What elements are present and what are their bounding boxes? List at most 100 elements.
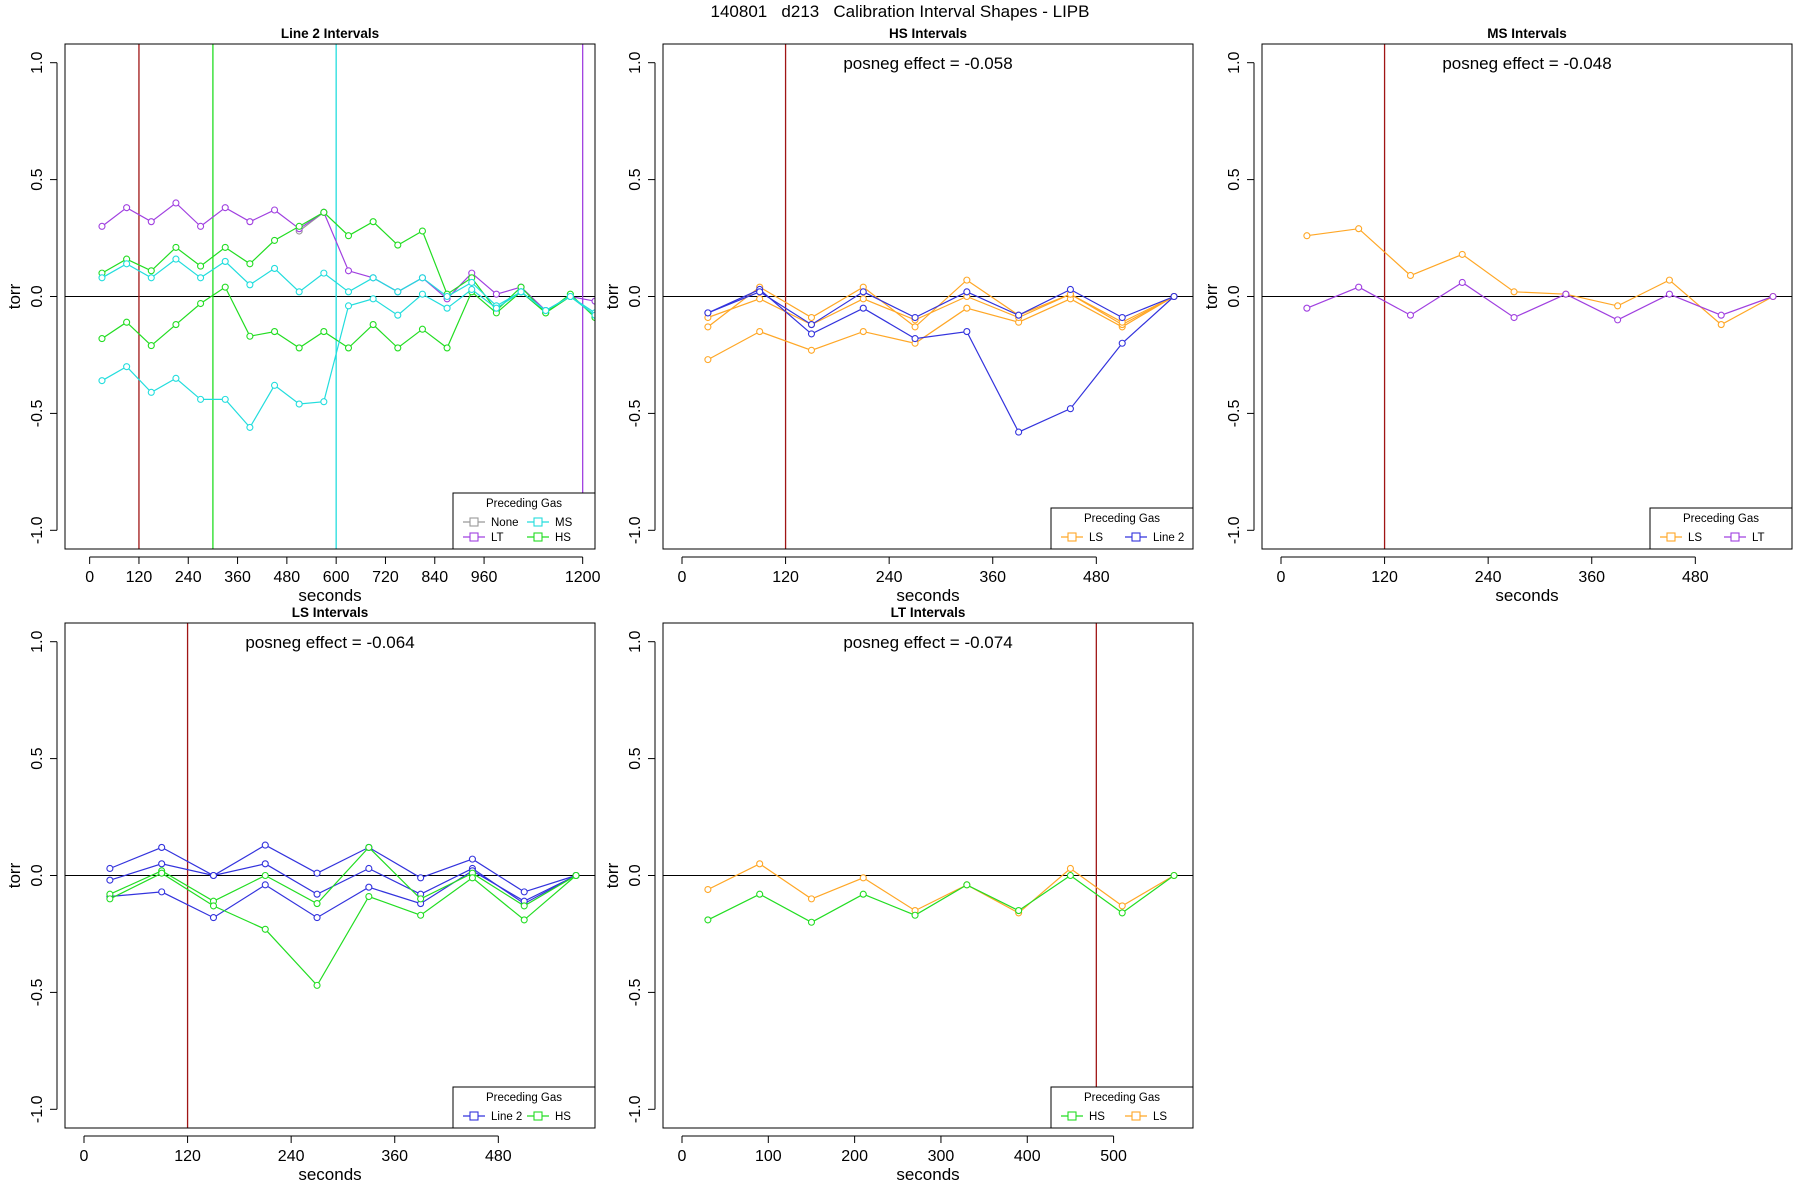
- data-point: [704, 323, 712, 331]
- y-axis: -1.0 -0.5 0.0 0.5 1.0 torr: [5, 630, 58, 1123]
- x-tick-label: 360: [224, 569, 251, 586]
- series-line: [707, 288, 1175, 433]
- data-point: [209, 914, 218, 922]
- data-point: [1118, 902, 1126, 910]
- panel-title: LT Intervals: [891, 605, 966, 620]
- y-tick-label: -1.0: [627, 516, 644, 544]
- y-tick-label: -1.0: [29, 516, 46, 544]
- y-tick-label: 1.0: [1226, 51, 1243, 73]
- data-point: [704, 309, 712, 317]
- x-tick-label: 500: [1100, 1148, 1127, 1165]
- legend-title: Preceding Gas: [486, 1092, 562, 1104]
- data-point: [221, 283, 229, 291]
- data-point: [313, 914, 321, 922]
- legend-entry: LS: [1125, 1111, 1167, 1123]
- data-point: [209, 902, 218, 910]
- legend-swatch-marker: [533, 1111, 543, 1121]
- posneg-annotation: posneg effect = -0.074: [843, 633, 1012, 652]
- series-line: [101, 211, 595, 316]
- y-tick-label: 0.5: [627, 747, 644, 769]
- data-point: [295, 400, 303, 408]
- x-tick-label: 480: [274, 569, 301, 586]
- data-point: [221, 204, 229, 212]
- data-point: [344, 288, 353, 296]
- y-tick-label: -0.5: [29, 400, 46, 428]
- data-point: [492, 304, 500, 312]
- posneg-annotation: posneg effect = -0.058: [843, 54, 1012, 73]
- y-tick-label: 0.0: [29, 285, 46, 307]
- data-point: [270, 206, 279, 214]
- x-axis-label: seconds: [298, 586, 361, 605]
- data-point: [859, 295, 867, 303]
- plot-area: [65, 44, 595, 549]
- legend-entry: MS: [527, 517, 573, 529]
- data-point: [98, 377, 106, 385]
- data-point: [1510, 288, 1518, 296]
- x-tick-label: 240: [1475, 569, 1502, 586]
- x-tick-label: 1200: [565, 569, 601, 586]
- data-point: [807, 895, 816, 903]
- data-point: [295, 288, 303, 296]
- data-point: [197, 222, 205, 230]
- legend-swatch-marker: [469, 517, 479, 527]
- legend-entry: LS: [1660, 532, 1702, 544]
- panel-title: MS Intervals: [1487, 26, 1567, 41]
- x-tick-label: 120: [772, 569, 799, 586]
- data-point: [147, 274, 155, 282]
- data-point: [320, 208, 328, 216]
- legend-label: Line 2: [1153, 532, 1184, 544]
- series-line: [707, 295, 1175, 361]
- y-axis: -1.0 -0.5 0.0 0.5 1.0 torr: [603, 51, 656, 544]
- data-point: [572, 871, 580, 880]
- data-point: [313, 869, 321, 877]
- data-point: [520, 888, 528, 896]
- data-point: [320, 269, 328, 277]
- data-point: [1170, 871, 1178, 880]
- data-point: [1458, 278, 1466, 287]
- data-point: [261, 860, 269, 868]
- legend-title: Preceding Gas: [1683, 513, 1759, 525]
- plot-area: [663, 44, 1193, 549]
- y-tick-label: 0.0: [627, 864, 644, 886]
- legend-label: LS: [1688, 532, 1702, 544]
- data-point: [418, 227, 426, 235]
- data-point: [468, 278, 476, 287]
- legend: Preceding Gas HS LS: [1050, 1086, 1194, 1129]
- data-point: [963, 304, 971, 312]
- y-tick-label: -1.0: [29, 1095, 46, 1123]
- data-point: [221, 395, 229, 403]
- legend-title: Preceding Gas: [1084, 513, 1160, 525]
- data-point: [756, 295, 764, 303]
- data-point: [1015, 907, 1023, 915]
- data-point: [261, 881, 269, 889]
- legend-swatch-marker: [469, 532, 479, 542]
- data-point: [443, 292, 451, 301]
- data-point: [221, 243, 229, 251]
- x-tick-label: 720: [372, 569, 399, 586]
- chart-panel-1: HS Intervals posneg effect = -0.058 0 120 24…: [603, 26, 1194, 605]
- data-point: [963, 288, 971, 296]
- data-point: [1066, 864, 1074, 873]
- legend-swatch-marker: [469, 1111, 479, 1121]
- data-point: [261, 841, 269, 849]
- data-point: [158, 860, 166, 868]
- data-point: [1406, 271, 1415, 280]
- series-line: [109, 872, 577, 987]
- data-point: [261, 925, 269, 933]
- data-point: [418, 325, 426, 333]
- data-point: [98, 222, 106, 230]
- y-tick-label: 0.5: [627, 168, 644, 190]
- data-point: [911, 313, 919, 322]
- legend-label: None: [491, 517, 519, 529]
- data-point: [418, 290, 426, 298]
- legend-label: MS: [555, 517, 573, 529]
- y-tick-label: 0.0: [1226, 285, 1243, 307]
- data-point: [320, 398, 328, 406]
- data-point: [369, 218, 377, 226]
- series-line: [101, 288, 595, 429]
- data-point: [1015, 311, 1023, 319]
- data-point: [1665, 276, 1673, 284]
- y-tick-label: -0.5: [627, 979, 644, 1007]
- x-tick-label: 360: [1578, 569, 1605, 586]
- series-line: [707, 279, 1175, 328]
